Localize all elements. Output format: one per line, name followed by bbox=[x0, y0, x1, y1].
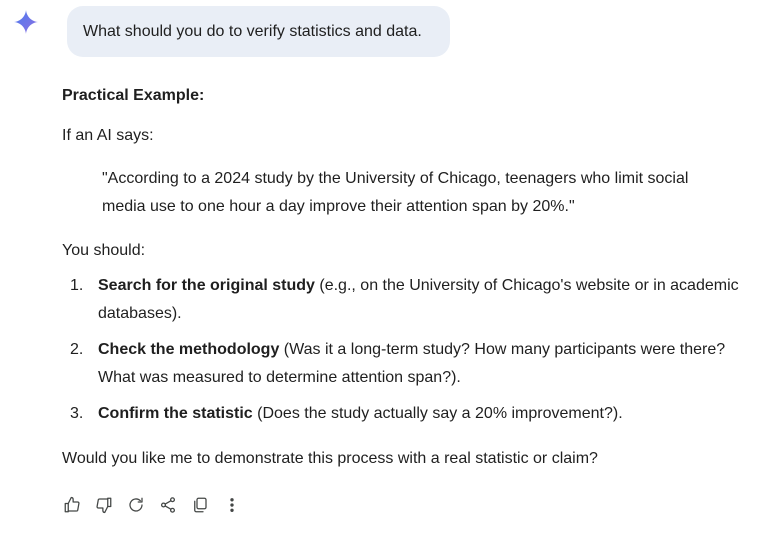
list-item: 2. Check the methodology (Was it a long-… bbox=[70, 341, 726, 386]
thumbs-down-icon bbox=[96, 497, 112, 514]
gemini-spark-icon bbox=[14, 10, 38, 34]
thumbs-down-button[interactable] bbox=[94, 495, 114, 515]
response-lead: You should: bbox=[62, 242, 146, 259]
share-button[interactable] bbox=[158, 495, 178, 515]
step-title: Confirm the statistic bbox=[98, 405, 253, 422]
user-prompt-bubble: What should you do to verify statistics … bbox=[67, 6, 450, 57]
list-item: 1. Search for the original study (e.g., … bbox=[70, 277, 739, 322]
step-title: Search for the original study bbox=[98, 277, 315, 294]
copy-button[interactable] bbox=[190, 495, 210, 515]
more-options-button[interactable] bbox=[222, 495, 242, 515]
regenerate-icon bbox=[129, 497, 143, 512]
response-intro: If an AI says: bbox=[62, 127, 154, 144]
step-title: Check the methodology bbox=[98, 341, 280, 358]
response-heading: Practical Example: bbox=[62, 87, 205, 104]
step-detail: (e.g., on the University of Chicago's we… bbox=[98, 277, 739, 322]
step-detail: (Was it a long-term study? How many part… bbox=[98, 341, 726, 386]
regenerate-button[interactable] bbox=[126, 495, 146, 515]
share-icon bbox=[160, 497, 176, 513]
copy-icon bbox=[194, 497, 207, 513]
response-actions bbox=[62, 494, 254, 516]
step-detail: (Does the study actually say a 20% impro… bbox=[252, 405, 623, 422]
steps-list: 1. Search for the original study (e.g., … bbox=[62, 272, 762, 436]
example-quote: "According to a 2024 study by the Univer… bbox=[102, 170, 689, 215]
response-outro: Would you like me to demonstrate this pr… bbox=[62, 450, 598, 467]
list-item: 3. Confirm the statistic (Does the study… bbox=[70, 405, 623, 422]
more-options-icon bbox=[230, 498, 234, 512]
thumbs-up-icon bbox=[64, 496, 80, 513]
thumbs-up-button[interactable] bbox=[62, 495, 82, 515]
user-prompt-text: What should you do to verify statistics … bbox=[83, 22, 422, 40]
